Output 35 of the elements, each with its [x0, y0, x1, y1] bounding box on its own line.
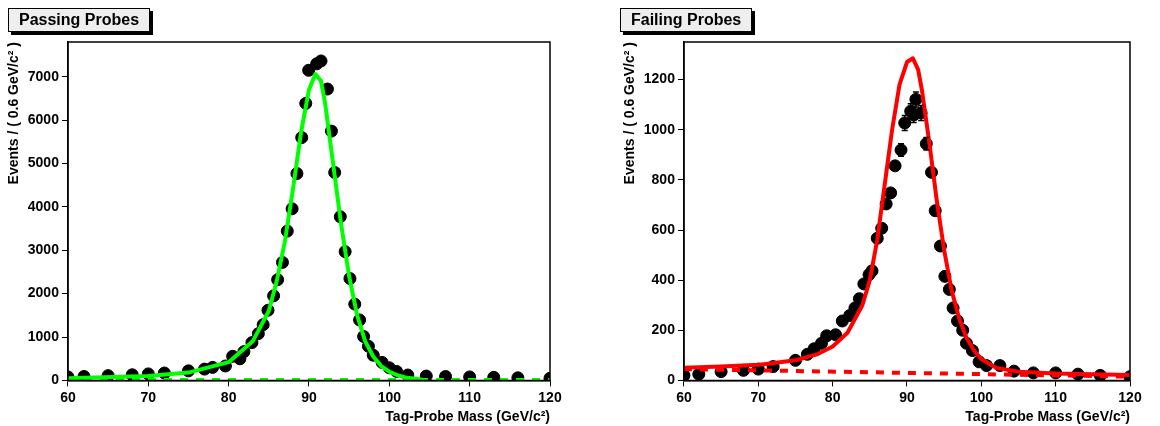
- y-axis-title: Events / ( 0.6 GeV/c² ): [5, 42, 22, 185]
- x-tick-label: 60: [60, 388, 76, 405]
- x-tick-label: 70: [140, 388, 157, 405]
- x-tick-label: 120: [538, 388, 562, 405]
- x-tick-label: 90: [301, 388, 317, 405]
- x-tick-label: 60: [676, 388, 692, 405]
- y-tick-label: 1000: [643, 120, 676, 137]
- y-axis-title: Events / ( 0.6 GeV/c² ): [621, 42, 638, 185]
- x-axis-title: Tag-Probe Mass (GeV/c²): [385, 408, 550, 425]
- x-tick-label: 110: [458, 388, 482, 405]
- y-tick-label: 5000: [27, 154, 60, 171]
- y-tick-label: 400: [651, 270, 676, 287]
- x-tick-label: 120: [1118, 388, 1142, 405]
- y-tick-label: 800: [651, 170, 676, 187]
- x-tick-label: 90: [899, 388, 915, 405]
- chart-title: Passing Probes: [8, 8, 151, 32]
- x-tick-label: 80: [220, 388, 237, 405]
- y-tick-label: 0: [51, 371, 60, 388]
- y-tick-label: 2000: [27, 284, 60, 301]
- y-tick-label: 4000: [27, 197, 60, 214]
- chart-title: Failing Probes: [620, 8, 753, 32]
- y-tick-label: 0: [667, 371, 676, 388]
- y-tick-label: 200: [651, 321, 676, 338]
- y-tick-label: 1200: [643, 70, 676, 87]
- y-tick-label: 7000: [27, 67, 60, 84]
- y-tick-label: 3000: [27, 241, 60, 258]
- y-tick-label: 6000: [27, 110, 60, 127]
- y-tick-label: 1000: [27, 327, 60, 344]
- y-tick-label: 600: [651, 220, 676, 237]
- x-tick-label: 70: [750, 388, 767, 405]
- x-tick-label: 110: [1044, 388, 1068, 405]
- x-tick-label: 100: [377, 388, 402, 405]
- x-axis-title: Tag-Probe Mass (GeV/c²): [965, 408, 1130, 425]
- x-tick-label: 100: [969, 388, 994, 405]
- x-tick-label: 80: [824, 388, 841, 405]
